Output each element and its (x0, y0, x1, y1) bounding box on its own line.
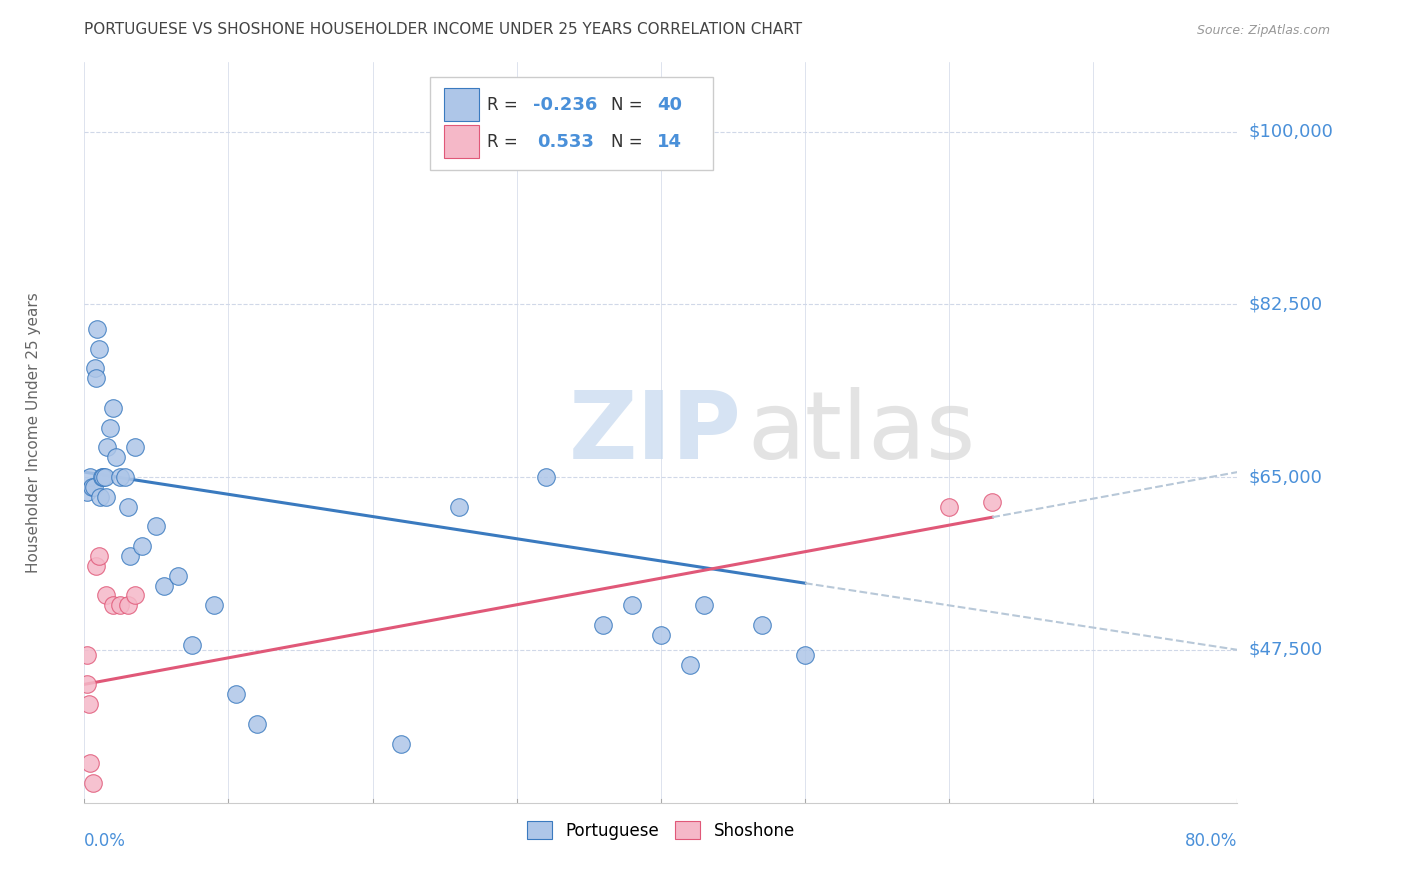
Text: N =: N = (612, 133, 648, 151)
Point (76, 484, 98, 499)
Point (83, 480, 105, 494)
Point (82, 776, 104, 790)
Point (94, 490, 117, 504)
Text: atlas: atlas (748, 386, 976, 479)
Point (86, 322, 108, 336)
Point (117, 599, 139, 613)
Text: R =: R = (486, 133, 529, 151)
Text: Source: ZipAtlas.com: Source: ZipAtlas.com (1197, 23, 1330, 37)
Point (103, 599, 124, 613)
Text: PORTUGUESE VS SHOSHONE HOUSEHOLDER INCOME UNDER 25 YEARS CORRELATION CHART: PORTUGUESE VS SHOSHONE HOUSEHOLDER INCOM… (84, 21, 803, 37)
Point (114, 470, 136, 484)
Point (79, 470, 101, 484)
Point (98, 420, 121, 434)
FancyBboxPatch shape (430, 78, 713, 169)
Point (77, 697, 100, 711)
Text: 0.533: 0.533 (537, 133, 595, 151)
Point (246, 716, 269, 731)
Point (76, 648, 98, 662)
Text: ZIP: ZIP (568, 386, 741, 479)
Point (84, 558, 107, 573)
FancyBboxPatch shape (444, 126, 478, 158)
Text: R =: R = (486, 95, 523, 113)
Point (103, 401, 124, 415)
Text: -0.236: -0.236 (533, 95, 598, 113)
Text: 14: 14 (658, 133, 682, 151)
Point (124, 441, 146, 455)
Point (449, 500, 471, 514)
Point (124, 589, 146, 603)
Point (93, 470, 115, 484)
Point (131, 539, 153, 553)
Point (96, 441, 118, 455)
Point (89, 490, 111, 504)
Point (621, 599, 644, 613)
Point (938, 500, 960, 514)
Point (76, 677, 98, 691)
Text: $100,000: $100,000 (1249, 122, 1334, 141)
Point (87, 549, 110, 563)
Point (181, 638, 204, 652)
Point (105, 450, 128, 465)
Point (650, 628, 672, 642)
Text: N =: N = (612, 95, 648, 113)
Text: $82,500: $82,500 (1249, 295, 1323, 313)
Point (79, 756, 101, 771)
Text: Householder Income Under 25 years: Householder Income Under 25 years (27, 293, 41, 573)
Point (120, 549, 142, 563)
Point (167, 568, 190, 582)
Legend: Portuguese, Shoshone: Portuguese, Shoshone (520, 814, 801, 847)
Point (693, 599, 716, 613)
Point (110, 470, 132, 484)
Point (110, 599, 132, 613)
Text: $65,000: $65,000 (1249, 468, 1323, 486)
Point (534, 470, 557, 484)
Point (94, 589, 117, 603)
Point (981, 494, 1004, 508)
Point (225, 687, 247, 701)
Point (679, 657, 702, 672)
Point (145, 519, 167, 533)
Point (202, 599, 225, 613)
Point (751, 618, 773, 632)
Point (592, 618, 614, 632)
Point (117, 500, 139, 514)
Point (91, 470, 114, 484)
FancyBboxPatch shape (444, 88, 478, 121)
Point (84, 361, 107, 376)
Text: $47,500: $47,500 (1249, 640, 1323, 659)
Point (794, 648, 817, 662)
Point (87, 342, 110, 356)
Point (152, 579, 174, 593)
Point (391, 737, 413, 751)
Text: 0.0%: 0.0% (84, 832, 127, 850)
Point (82, 480, 104, 494)
Point (90, 470, 112, 484)
Text: 40: 40 (658, 95, 682, 113)
Text: 80.0%: 80.0% (1185, 832, 1237, 850)
Point (84, 371, 107, 385)
